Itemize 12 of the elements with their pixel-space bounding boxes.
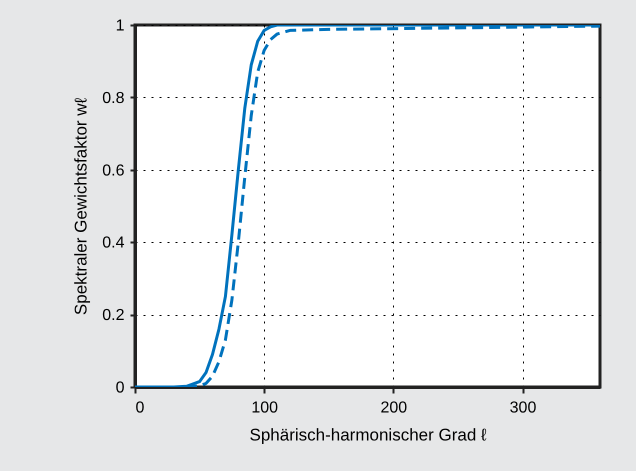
- y-axis-title: Spektraler Gewichtsfaktor wℓ: [71, 97, 90, 316]
- y-tick-label: 1: [116, 18, 125, 34]
- y-tick-label: 0.2: [102, 307, 125, 324]
- y-tick-label: 0: [116, 380, 125, 396]
- y-tick-label: 0.4: [102, 234, 125, 252]
- x-tick-label: 0: [136, 400, 144, 416]
- x-tick-label: 100: [251, 400, 278, 416]
- x-axis-title: Sphärisch-harmonischer Grad ℓ: [250, 426, 487, 444]
- y-tick-label: 0.8: [102, 90, 125, 107]
- x-tick-label: 300: [510, 400, 536, 416]
- x-tick-label: 200: [380, 400, 408, 416]
- y-tick-label: 0.6: [102, 162, 125, 180]
